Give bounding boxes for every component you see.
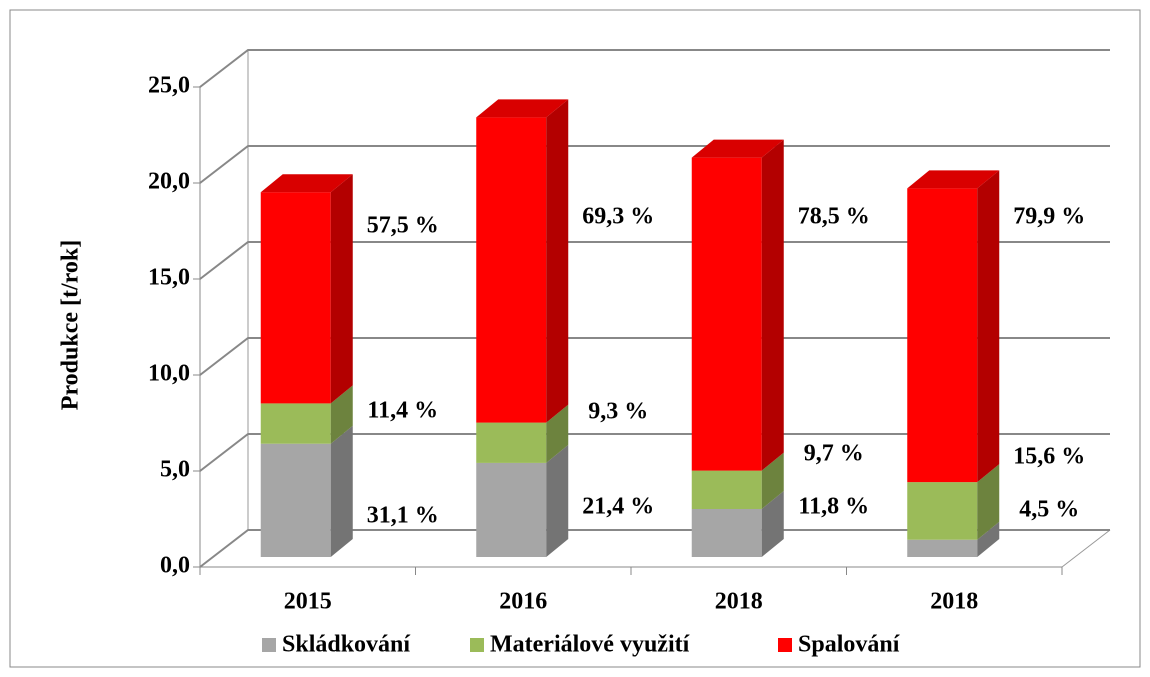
bar-side <box>330 425 353 557</box>
bar-segment <box>907 188 978 483</box>
bar-segment <box>260 192 331 404</box>
y-tick-label: 20,0 <box>148 169 190 195</box>
x-tick-label: 2016 <box>499 589 547 615</box>
data-label: 15,6 % <box>1013 444 1085 470</box>
grid-line <box>199 337 1110 376</box>
bar-segment <box>691 470 762 509</box>
floor-edge <box>1061 529 1111 568</box>
bar-side <box>330 385 353 444</box>
bar-segment <box>476 117 547 423</box>
grid-line <box>199 145 1110 184</box>
bar-top <box>260 174 353 193</box>
bar-segment <box>691 509 762 557</box>
legend-swatch <box>470 638 484 652</box>
data-label: 9,3 % <box>588 399 648 425</box>
y-axis-title: Produkce [t/rok] <box>58 240 84 410</box>
legend-label: Materiálové využití <box>490 632 690 658</box>
bar-side <box>977 464 1000 540</box>
y-tick-label: 25,0 <box>148 73 190 99</box>
bar-top <box>907 170 1000 189</box>
x-tick-label: 2018 <box>715 589 763 615</box>
grid-line <box>199 433 1110 472</box>
bar-side <box>546 444 569 557</box>
bar-segment <box>691 157 762 471</box>
bar-side <box>761 452 784 509</box>
grid-line <box>199 241 1110 280</box>
y-tick-label: 15,0 <box>148 265 190 291</box>
x-tick-label: 2018 <box>930 589 978 615</box>
y-tick-label: 10,0 <box>148 361 190 387</box>
bar-segment <box>260 443 331 557</box>
bar-side <box>761 139 784 471</box>
bar-side <box>330 174 353 404</box>
bar-side <box>546 404 569 463</box>
data-label: 31,1 % <box>367 503 439 529</box>
data-label: 69,3 % <box>582 204 654 230</box>
x-tick-label: 2015 <box>284 589 332 615</box>
bar-segment <box>476 462 547 557</box>
bar-side <box>761 491 784 557</box>
data-label: 11,4 % <box>367 398 438 424</box>
data-label: 21,4 % <box>582 494 654 520</box>
data-label: 4,5 % <box>1019 497 1079 523</box>
bar-side <box>546 99 569 423</box>
legend-swatch <box>778 638 792 652</box>
grid-line <box>199 49 1110 88</box>
bar-side <box>977 170 1000 483</box>
grid-line <box>199 529 1110 568</box>
data-label: 79,9 % <box>1013 204 1085 230</box>
data-label: 9,7 % <box>804 441 864 467</box>
bar-segment <box>260 403 331 444</box>
bar-top <box>691 139 784 158</box>
bar-segment <box>907 539 978 557</box>
bar-top <box>476 99 569 118</box>
data-label: 57,5 % <box>367 213 439 239</box>
data-label: 78,5 % <box>798 204 870 230</box>
bar-segment <box>907 482 978 540</box>
y-tick-label: 0,0 <box>160 553 190 579</box>
y-tick-label: 5,0 <box>160 457 190 483</box>
bar-segment <box>476 422 547 463</box>
legend-label: Skládkování <box>282 632 410 658</box>
legend-label: Spalování <box>798 632 900 658</box>
bar-side <box>977 521 1000 557</box>
data-label: 11,8 % <box>798 494 869 520</box>
legend-swatch <box>262 638 276 652</box>
